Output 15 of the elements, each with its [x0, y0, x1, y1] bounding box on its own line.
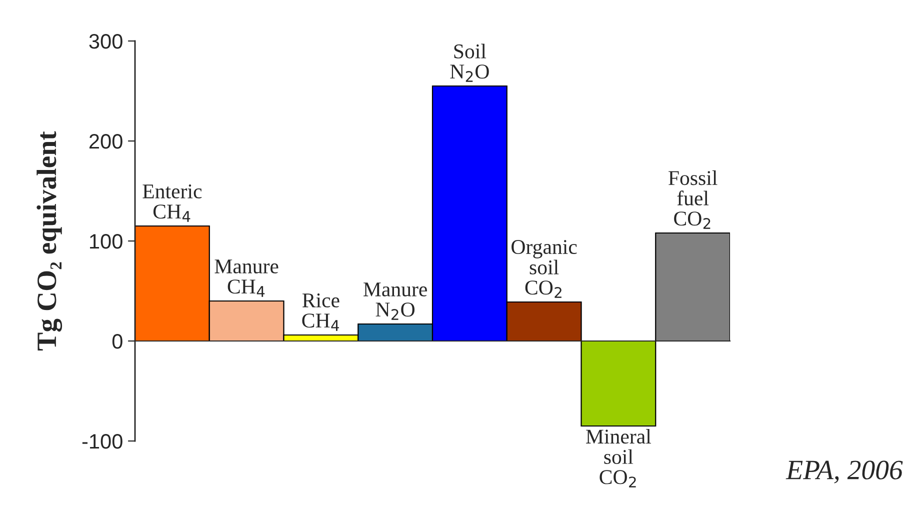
- x-tick-label: Manure N$_{2}$O: [364, 282, 427, 320]
- text: EPA, 2006: [786, 460, 903, 484]
- y-axis-title: Tg CO₂ equivalent: [36, 131, 62, 350]
- x-tick-label: Soil N$_{2}$O: [450, 44, 489, 82]
- y-tick-label: 100: [90, 234, 122, 249]
- x-tick-label: Enteric CH$_{4}$: [142, 184, 202, 222]
- y-tick-label: 300: [89, 34, 122, 49]
- y-tick-label: 0: [112, 334, 122, 349]
- x-tick-label: Rice CH$_{4}$: [302, 293, 340, 331]
- x-tick-label: Fossil fuel CO$_{2}$: [668, 170, 718, 229]
- x-tick-label: Organic soil CO$_{2}$: [512, 240, 577, 298]
- x-tick-label: Manure CH$_{4}$: [214, 260, 278, 297]
- y-tick-label: -100: [82, 434, 122, 449]
- x-tick-label: Mineral soil CO$_{2}$: [586, 429, 651, 488]
- y-tick-label: 200: [89, 134, 122, 149]
